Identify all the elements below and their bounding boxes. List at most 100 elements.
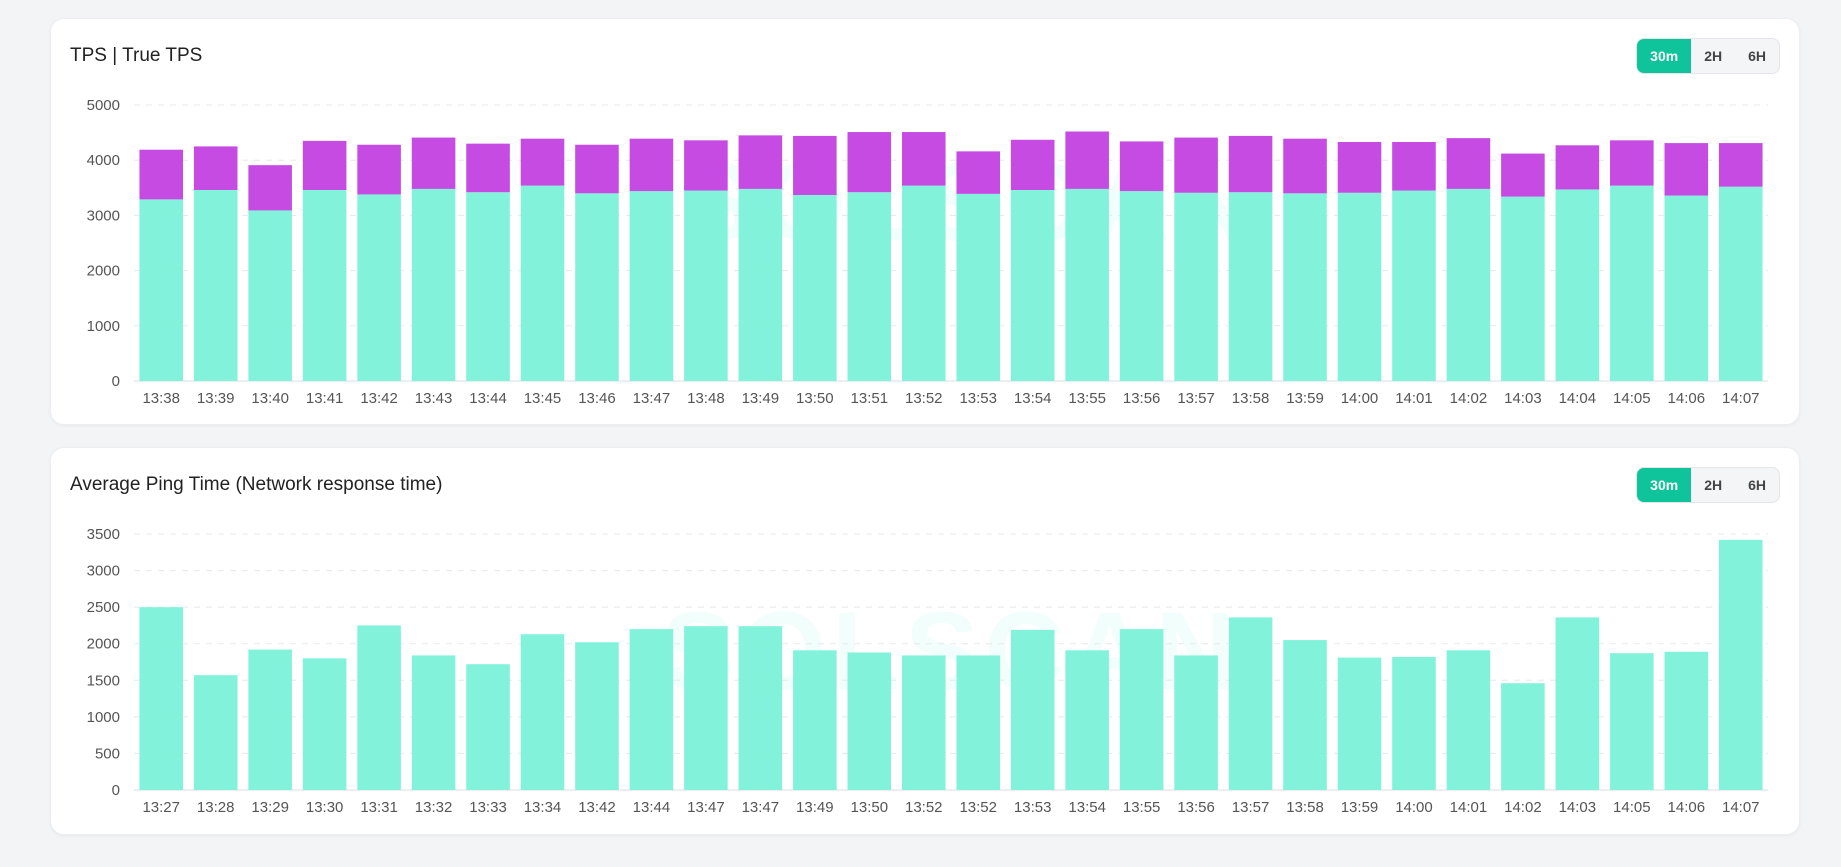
tps-bar-primary[interactable] [575, 193, 619, 381]
ping-bar-primary[interactable] [1228, 617, 1273, 790]
range-6h-button[interactable]: 6H [1748, 48, 1766, 64]
tps-bar-primary[interactable] [793, 194, 837, 381]
tps-bar-secondary[interactable] [1446, 138, 1491, 189]
tps-bar-secondary[interactable] [139, 149, 184, 200]
tps-bar-primary[interactable] [248, 210, 292, 381]
tps-bar-secondary[interactable] [1119, 141, 1164, 192]
tps-bar-secondary[interactable] [193, 146, 238, 191]
ping-bar-primary[interactable] [139, 607, 184, 790]
ping-bar-primary[interactable] [1065, 650, 1109, 790]
range-30m-button[interactable]: 30m [1637, 468, 1692, 502]
tps-bar-primary[interactable] [847, 192, 892, 381]
tps-bar-primary[interactable] [1174, 192, 1218, 381]
ping-bar-primary[interactable] [357, 625, 401, 790]
tps-bar-secondary[interactable] [1392, 141, 1436, 191]
ping-bar-primary[interactable] [1664, 651, 1709, 790]
ping-bar-primary[interactable] [466, 664, 510, 790]
tps-bar-primary[interactable] [139, 199, 184, 381]
tps-bar-primary[interactable] [411, 188, 456, 381]
tps-bar-secondary[interactable] [629, 138, 674, 192]
tps-bar-secondary[interactable] [793, 135, 837, 195]
tps-bar-secondary[interactable] [357, 144, 401, 195]
tps-bar-primary[interactable] [1337, 192, 1382, 381]
tps-bar-primary[interactable] [520, 185, 565, 381]
tps-bar-primary[interactable] [1555, 189, 1600, 381]
ping-bar-primary[interactable] [1555, 617, 1600, 790]
ping-bar-primary[interactable] [1174, 655, 1218, 790]
tps-bar-secondary[interactable] [520, 138, 565, 186]
tps-bar-primary[interactable] [1283, 193, 1327, 381]
ping-bar-primary[interactable] [684, 626, 728, 790]
ping-bar-primary[interactable] [793, 650, 837, 790]
tps-bar-primary[interactable] [357, 194, 401, 381]
ping-bar-primary[interactable] [738, 626, 783, 790]
tps-bar-secondary[interactable] [1228, 135, 1273, 193]
tps-bar-primary[interactable] [1228, 192, 1273, 381]
tps-bar-secondary[interactable] [738, 135, 783, 189]
tps-bar-secondary[interactable] [1664, 143, 1709, 196]
tps-bar-secondary[interactable] [1610, 140, 1654, 186]
tps-bar-primary[interactable] [629, 191, 674, 381]
tps-bar-secondary[interactable] [1501, 153, 1545, 197]
range-6h-button[interactable]: 6H [1748, 477, 1766, 493]
ping-bar-primary[interactable] [1010, 629, 1055, 790]
tps-bar-primary[interactable] [1119, 191, 1164, 381]
tps-bar-secondary[interactable] [1718, 143, 1763, 187]
tps-bar-primary[interactable] [193, 190, 238, 381]
tps-bar-primary[interactable] [956, 193, 1001, 381]
tps-bar-secondary[interactable] [1555, 145, 1600, 190]
tps-bar-secondary[interactable] [847, 132, 892, 193]
tps-bar-primary[interactable] [738, 188, 783, 381]
tps-bar-secondary[interactable] [1283, 138, 1327, 194]
ping-bar-primary[interactable] [1392, 656, 1436, 790]
ping-bar-primary[interactable] [1119, 629, 1164, 790]
tps-bar-secondary[interactable] [956, 151, 1001, 194]
ping-bar-primary[interactable] [411, 655, 456, 790]
tps-bar-primary[interactable] [684, 190, 728, 381]
range-2h-button[interactable]: 2H [1704, 48, 1723, 64]
tps-bar-primary[interactable] [1010, 190, 1055, 381]
tps-bar-primary[interactable] [1446, 188, 1491, 381]
ping-bar-primary[interactable] [1610, 653, 1654, 790]
ping-x-tick-label: 13:42 [578, 799, 616, 816]
ping-bar-primary[interactable] [901, 655, 946, 790]
ping-bar-primary[interactable] [1718, 539, 1763, 790]
ping-bar-primary[interactable] [1446, 650, 1491, 790]
ping-bar-primary[interactable] [248, 649, 292, 790]
tps-bar-secondary[interactable] [684, 140, 728, 191]
ping-bar-primary[interactable] [1337, 657, 1382, 790]
ping-bar-primary[interactable] [1283, 640, 1327, 790]
tps-x-tick-label: 14:06 [1668, 390, 1706, 407]
tps-bar-primary[interactable] [302, 190, 347, 381]
tps-bar-secondary[interactable] [466, 143, 510, 193]
ping-bar-primary[interactable] [1501, 683, 1545, 790]
tps-bar-primary[interactable] [1610, 185, 1654, 381]
tps-bar-secondary[interactable] [1065, 131, 1109, 189]
tps-bar-secondary[interactable] [1174, 137, 1218, 193]
tps-bar-secondary[interactable] [1337, 141, 1382, 193]
tps-bar-secondary[interactable] [1010, 139, 1055, 191]
ping-bar-primary[interactable] [956, 655, 1001, 790]
tps-bar-primary[interactable] [466, 192, 510, 381]
tps-bar-primary[interactable] [901, 185, 946, 381]
tps-bar-secondary[interactable] [575, 144, 619, 194]
tps-bar-secondary[interactable] [901, 132, 946, 186]
tps-bar-primary[interactable] [1501, 196, 1545, 381]
range-2h-button[interactable]: 2H [1704, 477, 1723, 493]
tps-bar-primary[interactable] [1392, 190, 1436, 381]
ping-bar-primary[interactable] [629, 629, 674, 790]
tps-bar-secondary[interactable] [302, 140, 347, 191]
ping-bar-primary[interactable] [193, 675, 238, 790]
tps-bar-secondary[interactable] [411, 137, 456, 189]
ping-bar-primary[interactable] [520, 634, 565, 790]
ping-bar-primary[interactable] [575, 642, 619, 790]
tps-bar-primary[interactable] [1065, 188, 1109, 381]
tps-bar-secondary[interactable] [248, 165, 292, 211]
ping-x-tick-label: 13:54 [1068, 799, 1106, 816]
ping-bar-primary[interactable] [847, 652, 892, 790]
ping-y-tick-label: 2000 [87, 636, 120, 653]
ping-bar-primary[interactable] [302, 658, 347, 790]
tps-bar-primary[interactable] [1718, 186, 1763, 381]
tps-bar-primary[interactable] [1664, 195, 1709, 381]
range-30m-button[interactable]: 30m [1637, 39, 1692, 73]
